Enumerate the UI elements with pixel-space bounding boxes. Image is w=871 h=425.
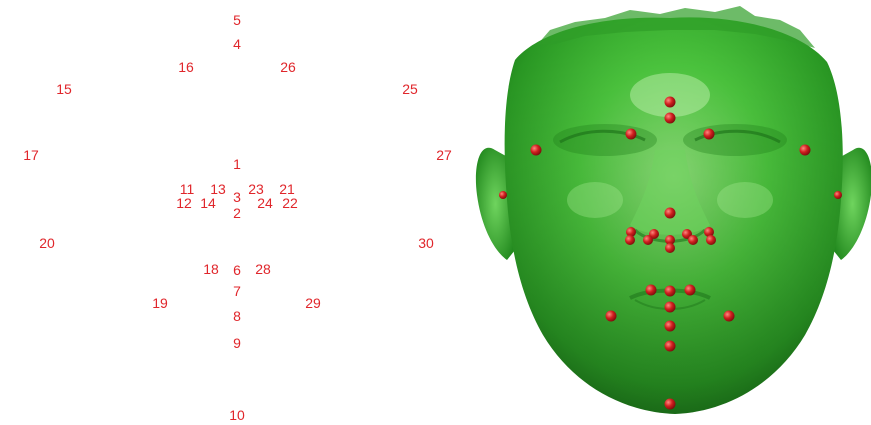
landmark-marker xyxy=(605,310,617,322)
landmark-label: 3 xyxy=(233,189,241,205)
landmark-label: 23 xyxy=(248,181,264,197)
right-ear xyxy=(833,147,871,260)
landmark-marker xyxy=(706,235,716,245)
landmark-label: 5 xyxy=(233,12,241,28)
landmark-label: 19 xyxy=(152,295,168,311)
landmark-label: 15 xyxy=(56,81,72,97)
landmark-label: 24 xyxy=(257,195,273,211)
landmark-marker xyxy=(664,96,676,108)
landmark-number-diagram: 5 4 16 26 15 25 17 27 1 11 13 23 21 3 12… xyxy=(23,12,452,423)
landmark-marker xyxy=(664,398,676,410)
landmark-marker xyxy=(834,191,842,199)
landmark-marker xyxy=(664,340,676,352)
landmark-marker xyxy=(664,285,676,297)
landmark-marker xyxy=(664,207,676,219)
landmark-label: 21 xyxy=(279,181,295,197)
landmark-marker xyxy=(799,144,811,156)
landmark-label: 17 xyxy=(23,147,39,163)
landmark-marker xyxy=(665,235,675,245)
landmark-label: 8 xyxy=(233,308,241,324)
landmark-marker xyxy=(684,284,696,296)
landmark-label: 7 xyxy=(233,283,241,299)
landmark-label: 10 xyxy=(229,407,245,423)
landmark-marker xyxy=(530,144,542,156)
landmark-label: 30 xyxy=(418,235,434,251)
landmark-label: 14 xyxy=(200,195,216,211)
landmark-marker xyxy=(704,227,714,237)
landmark-label: 9 xyxy=(233,335,241,351)
landmark-label: 4 xyxy=(233,36,241,52)
landmark-label: 29 xyxy=(305,295,321,311)
landmark-marker xyxy=(645,284,657,296)
landmark-label: 16 xyxy=(178,59,194,75)
landmark-label: 13 xyxy=(210,181,226,197)
landmark-marker xyxy=(665,243,675,253)
landmark-label: 28 xyxy=(255,261,271,277)
landmark-marker xyxy=(664,320,676,332)
landmark-marker xyxy=(626,227,636,237)
landmark-label: 2 xyxy=(233,205,241,221)
landmark-marker xyxy=(625,128,637,140)
left-ear xyxy=(475,147,515,260)
landmark-label: 27 xyxy=(436,147,452,163)
landmark-label: 22 xyxy=(282,195,298,211)
landmark-marker xyxy=(688,235,698,245)
face-3d-render xyxy=(455,0,871,425)
landmark-marker xyxy=(664,301,676,313)
landmark-label: 1 xyxy=(233,156,241,172)
landmark-marker xyxy=(703,128,715,140)
landmark-label: 11 xyxy=(179,181,195,197)
landmark-marker xyxy=(664,112,676,124)
landmark-marker xyxy=(643,235,653,245)
landmark-label: 18 xyxy=(203,261,219,277)
landmark-marker xyxy=(723,310,735,322)
landmark-markers xyxy=(499,96,842,410)
landmark-label: 26 xyxy=(280,59,296,75)
landmark-label: 6 xyxy=(233,262,241,278)
landmark-label: 20 xyxy=(39,235,55,251)
landmark-marker xyxy=(625,235,635,245)
landmark-label: 25 xyxy=(402,81,418,97)
face-mesh-image xyxy=(475,6,871,415)
landmark-marker xyxy=(499,191,507,199)
landmark-label: 12 xyxy=(176,195,192,211)
